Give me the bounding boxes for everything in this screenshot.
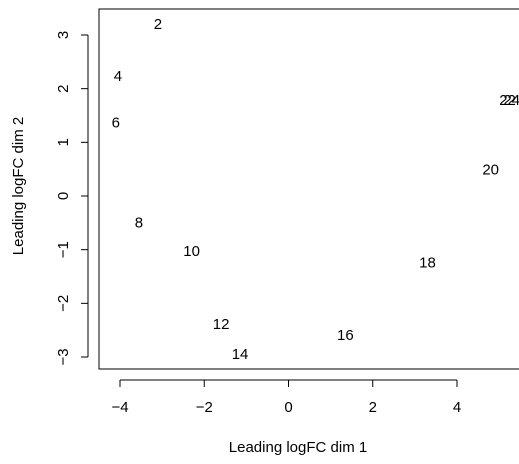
point-label: 18 (419, 255, 436, 272)
point-label: 14 (232, 346, 249, 363)
point-label: 4 (114, 68, 122, 85)
y-tick-label: −1 (55, 241, 72, 258)
x-tick-label: 2 (369, 399, 377, 416)
x-tick-label: −2 (196, 399, 213, 416)
point-label: 6 (112, 115, 120, 132)
y-tick-label: 2 (55, 84, 72, 92)
y-tick-label: −3 (55, 348, 72, 365)
point-label: 2 (154, 16, 162, 33)
point-label: 22 (499, 92, 516, 109)
x-tick-label: −4 (111, 399, 128, 416)
x-tick-label: 0 (284, 399, 292, 416)
x-axis-label: Leading logFC dim 1 (229, 439, 367, 456)
point-label: 16 (337, 327, 354, 344)
y-tick-label: 0 (55, 192, 72, 200)
point-label: 20 (482, 162, 499, 179)
point-label: 12 (213, 316, 230, 333)
y-tick-label: −2 (55, 295, 72, 312)
y-tick-label: 3 (55, 31, 72, 39)
y-axis-label: Leading logFC dim 2 (10, 117, 27, 255)
point-label: 10 (183, 243, 200, 260)
point-label: 8 (135, 214, 143, 231)
point-label: 24 (503, 92, 519, 109)
y-tick-label: 1 (55, 138, 72, 146)
x-tick-label: 4 (453, 399, 461, 416)
plot-frame (98, 8, 519, 370)
